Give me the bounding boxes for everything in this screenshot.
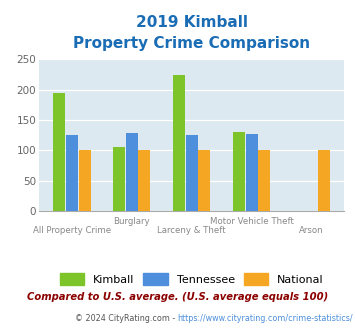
Title: 2019 Kimball
Property Crime Comparison: 2019 Kimball Property Crime Comparison [73, 15, 310, 51]
Text: https://www.cityrating.com/crime-statistics/: https://www.cityrating.com/crime-statist… [178, 314, 353, 323]
Text: Compared to U.S. average. (U.S. average equals 100): Compared to U.S. average. (U.S. average … [27, 292, 328, 302]
Bar [78, 150, 91, 211]
Text: Larceny & Theft: Larceny & Theft [157, 226, 226, 235]
Legend: Kimball, Tennessee, National: Kimball, Tennessee, National [55, 268, 328, 289]
Text: © 2024 CityRating.com -: © 2024 CityRating.com - [75, 314, 178, 323]
Bar [318, 150, 330, 211]
Bar [246, 134, 257, 211]
Bar [233, 132, 245, 211]
Bar [258, 150, 270, 211]
Text: Arson: Arson [299, 226, 324, 235]
Bar [186, 135, 198, 211]
Bar [66, 135, 78, 211]
Bar [53, 93, 65, 211]
Bar [126, 133, 138, 211]
Text: Motor Vehicle Theft: Motor Vehicle Theft [209, 217, 294, 226]
Bar [173, 75, 185, 211]
Bar [198, 150, 210, 211]
Bar [113, 148, 125, 211]
Text: Burglary: Burglary [114, 217, 150, 226]
Text: All Property Crime: All Property Crime [33, 226, 111, 235]
Bar [138, 150, 151, 211]
